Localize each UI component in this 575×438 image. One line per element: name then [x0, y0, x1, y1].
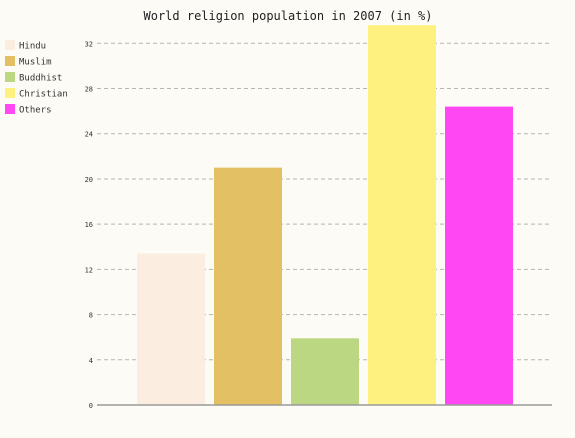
y-tick-label: 4 [89, 357, 93, 365]
legend-label-hindu: Hindu [19, 42, 46, 52]
y-tick-label: 32 [85, 40, 93, 48]
bar-buddhist[interactable] [291, 338, 359, 405]
y-tick-label: 20 [85, 176, 93, 184]
y-tick-label: 16 [85, 221, 93, 229]
chart-title: World religion population in 2007 (in %) [144, 9, 433, 23]
y-tick-label: 12 [85, 266, 93, 274]
axis-layer: 0 4 8 12 16 20 24 28 32 [85, 40, 552, 410]
y-tick-label: 24 [85, 131, 93, 139]
legend-swatch-buddhist [5, 72, 15, 82]
bar-hindu[interactable] [137, 253, 205, 405]
legend-swatch-muslim [5, 56, 15, 66]
bar-christian[interactable] [368, 25, 436, 406]
legend-swatch-others [5, 104, 15, 114]
bars-layer [137, 25, 513, 406]
legend-label-others: Others [19, 106, 52, 116]
legend-swatch-christian [5, 88, 15, 98]
y-tick-label: 8 [89, 312, 93, 320]
legend-label-christian: Christian [19, 90, 68, 100]
legend: Hindu Muslim Buddhist Christian Others [5, 40, 68, 116]
legend-swatch-hindu [5, 40, 15, 50]
bar-muslim[interactable] [214, 167, 282, 405]
legend-label-muslim: Muslim [19, 58, 52, 68]
bar-others[interactable] [445, 106, 513, 405]
y-tick-label: 28 [85, 86, 93, 94]
y-tick-label: 0 [89, 402, 93, 410]
legend-label-buddhist: Buddhist [19, 74, 62, 84]
